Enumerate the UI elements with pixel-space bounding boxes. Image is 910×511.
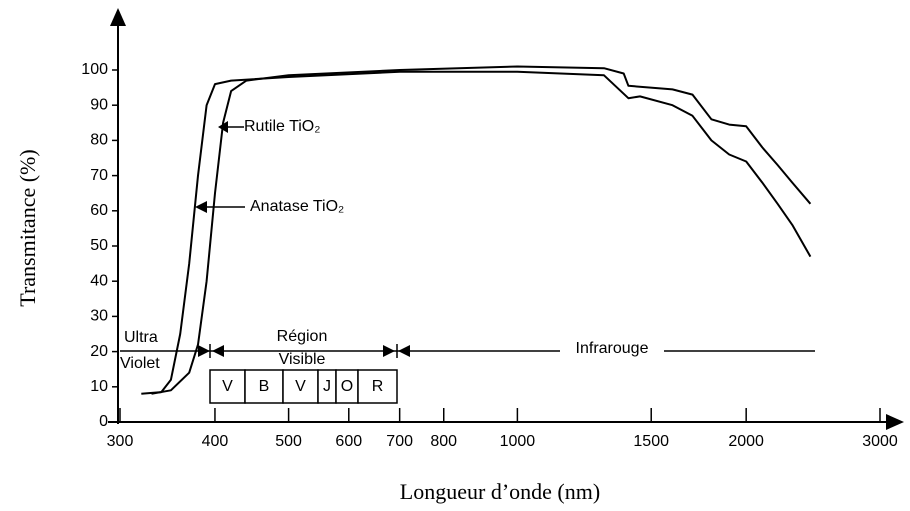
axes — [108, 22, 888, 424]
y-arrow — [110, 8, 126, 26]
x-tick-label: 3000 — [862, 433, 898, 450]
x-arrow — [886, 414, 904, 430]
arrowhead — [398, 345, 410, 357]
x-tick-label: 600 — [335, 433, 362, 450]
y-tick-label: 60 — [90, 202, 108, 219]
y-axis-label: Transmitance (%) — [15, 149, 40, 306]
x-tick-label: 800 — [430, 433, 457, 450]
region-label: Visible — [279, 351, 326, 368]
y-tick-label: 70 — [90, 167, 108, 184]
color-band-label: B — [259, 378, 270, 395]
color-band-label: V — [295, 378, 306, 395]
x-axis-label: Longueur d’onde (nm) — [400, 479, 600, 504]
series-label: Rutile TiO₂ — [244, 118, 320, 135]
y-tick-label: 100 — [81, 61, 108, 78]
region-label: Ultra — [124, 329, 158, 346]
x-tick-label: 700 — [386, 433, 413, 450]
color-band-label: O — [341, 378, 353, 395]
color-band — [357, 369, 398, 404]
y-tick-label: 0 — [99, 413, 108, 430]
x-tick-label: 2000 — [728, 433, 764, 450]
y-tick-label: 20 — [90, 343, 108, 360]
x-tick-label: 1000 — [500, 433, 536, 450]
region-label: Région — [277, 328, 328, 345]
x-tick-label: 500 — [275, 433, 302, 450]
arrowhead — [195, 201, 207, 213]
line — [151, 65, 812, 395]
y-tick-label: 80 — [90, 132, 108, 149]
region-arrows — [198, 345, 410, 357]
color-band-label: R — [372, 378, 384, 395]
x-tick-label: 300 — [107, 433, 134, 450]
x-tick-label: 400 — [202, 433, 229, 450]
arrowhead — [383, 345, 395, 357]
y-tick-label: 40 — [90, 272, 108, 289]
region-label: Infrarouge — [576, 340, 649, 357]
line — [141, 70, 812, 395]
color-band — [209, 369, 246, 404]
y-tick-label: 10 — [90, 378, 108, 395]
region-label: Violet — [120, 355, 160, 372]
color-band — [244, 369, 284, 404]
arrowhead — [198, 345, 210, 357]
series-label: Anatase TiO₂ — [250, 198, 344, 215]
arrowhead — [212, 345, 224, 357]
color-band-label: V — [222, 378, 233, 395]
label-bg — [560, 340, 664, 360]
x-tick-label: 1500 — [633, 433, 669, 450]
color-band-label: J — [323, 378, 331, 395]
y-tick-label: 30 — [90, 308, 108, 325]
y-tick-label: 90 — [90, 96, 108, 113]
y-tick-label: 50 — [90, 237, 108, 254]
